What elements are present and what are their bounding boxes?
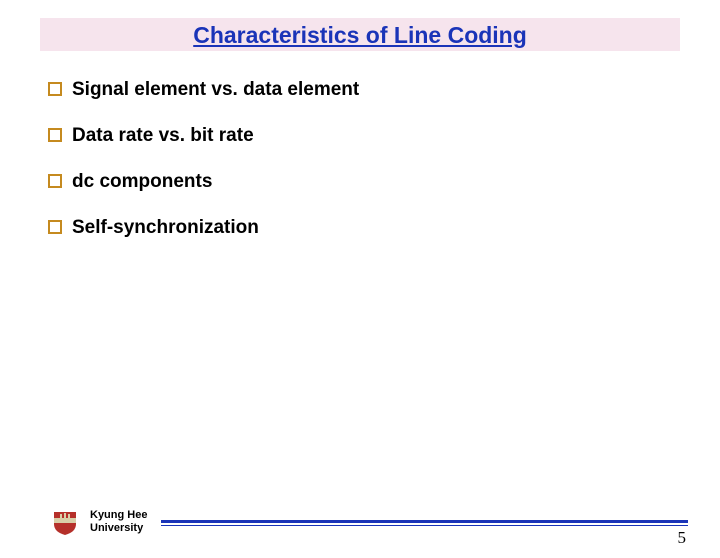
- university-line2: University: [90, 522, 147, 535]
- footer-divider: [161, 520, 688, 526]
- list-item: Data rate vs. bit rate: [48, 125, 720, 147]
- university-line1: Kyung Hee: [90, 509, 147, 522]
- slide-title: Characteristics of Line Coding: [193, 22, 527, 48]
- bullet-square-icon: [48, 174, 62, 188]
- bullet-text: Signal element vs. data element: [72, 79, 359, 101]
- bullet-square-icon: [48, 82, 62, 96]
- bullet-list: Signal element vs. data element Data rat…: [48, 79, 720, 239]
- footer: Kyung Hee University: [48, 508, 688, 536]
- list-item: Self-synchronization: [48, 217, 720, 239]
- bullet-text: dc components: [72, 171, 212, 193]
- page-number: 5: [678, 528, 687, 548]
- title-bar: Characteristics of Line Coding: [40, 18, 680, 51]
- list-item: Signal element vs. data element: [48, 79, 720, 101]
- university-logo-icon: [48, 508, 82, 536]
- divider-thin: [161, 525, 688, 526]
- list-item: dc components: [48, 171, 720, 193]
- bullet-text: Self-synchronization: [72, 217, 259, 239]
- bullet-square-icon: [48, 220, 62, 234]
- divider-thick: [161, 520, 688, 523]
- university-name: Kyung Hee University: [90, 509, 147, 534]
- bullet-square-icon: [48, 128, 62, 142]
- bullet-text: Data rate vs. bit rate: [72, 125, 254, 147]
